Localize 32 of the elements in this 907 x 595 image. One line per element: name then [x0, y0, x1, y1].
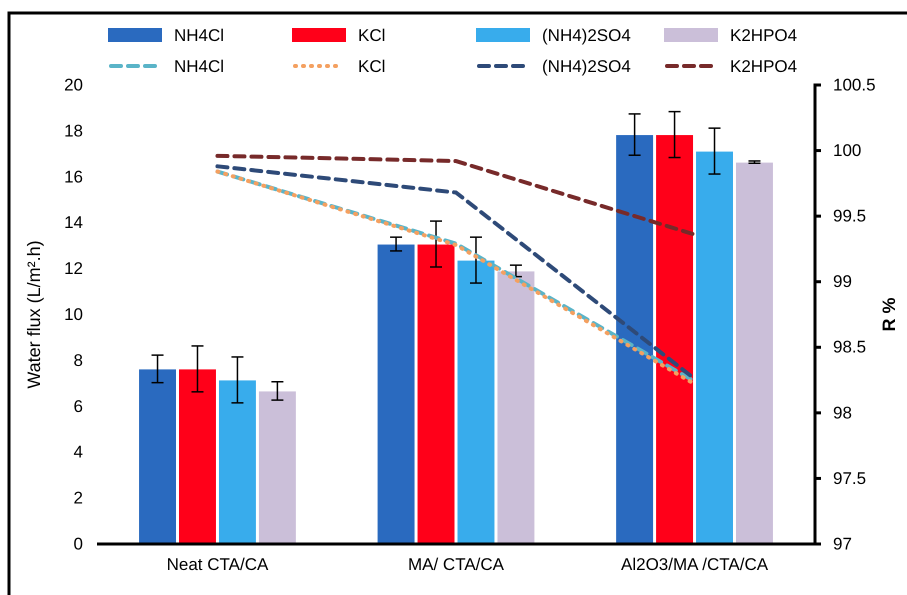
legend-label: KCl — [358, 57, 386, 76]
y2-tick-label: 99.5 — [833, 206, 866, 226]
y-tick-label: 2 — [74, 488, 83, 508]
y-tick-label: 10 — [64, 304, 83, 324]
y-tick-label: 14 — [64, 213, 83, 232]
x-tick-label: Al2O3/MA /CTA/CA — [621, 555, 769, 574]
y2-tick-label: 99 — [833, 272, 852, 292]
y-tick-label: 20 — [64, 75, 83, 94]
legend-label: (NH4)2SO4 — [542, 57, 631, 76]
legend-label: NH4Cl — [174, 57, 224, 76]
y2-tick-label: 98.5 — [833, 338, 866, 357]
y2-tick-label: 97.5 — [833, 468, 866, 488]
y2-tick-label: 98 — [833, 403, 852, 422]
y-tick-label: 6 — [74, 396, 83, 416]
legend-label: NH4Cl — [174, 26, 224, 45]
legend-label: KCl — [358, 26, 386, 45]
y2-tick-label: 97 — [833, 534, 852, 554]
y-tick-label: 8 — [74, 350, 83, 370]
y-tick-label: 16 — [64, 167, 83, 186]
y-axis-title: Water flux (L/m².h) — [24, 240, 44, 389]
y-tick-label: 4 — [74, 442, 83, 462]
y-tick-label: 18 — [64, 121, 83, 140]
y2-axis-title: R % — [879, 297, 899, 332]
y-tick-label: 12 — [64, 259, 83, 278]
legend-label: K2HPO4 — [730, 26, 798, 45]
y2-tick-label: 100 — [833, 141, 862, 160]
legend-label: (NH4)2SO4 — [542, 26, 631, 45]
y2-tick-label: 100.5 — [833, 75, 876, 94]
legend-label: K2HPO4 — [730, 57, 798, 76]
x-tick-label: MA/ CTA/CA — [408, 555, 505, 574]
x-tick-label: Neat CTA/CA — [166, 555, 269, 574]
y-tick-label: 0 — [74, 534, 83, 554]
